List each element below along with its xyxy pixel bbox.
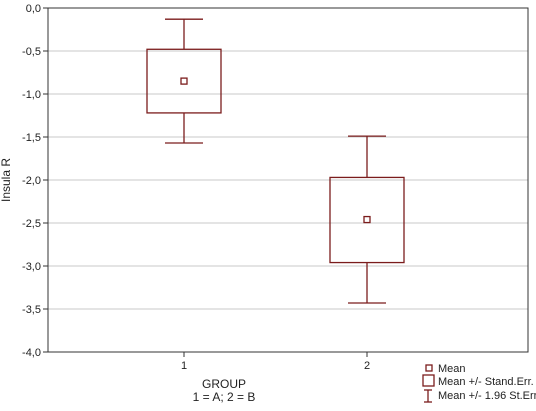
y-tick-label: -4,0: [22, 347, 41, 359]
legend-mean-marker: [425, 364, 433, 372]
se-box: [329, 176, 405, 264]
y-tick-label: -1,0: [22, 89, 41, 101]
y-axis-label: Insula R: [0, 158, 13, 202]
box-marks: [146, 18, 405, 304]
y-tick-label: -0,5: [22, 46, 41, 58]
legend-label-mean: Mean: [438, 363, 466, 375]
box-group-2: [329, 135, 405, 304]
gridlines: [48, 50, 528, 310]
y-tick-label: -2,5: [22, 218, 41, 230]
y-axis: 0,0 -0,5 -1,0 -1,5 -2,0 -2,5 -3,0 -3,5 -4,0: [22, 3, 48, 359]
y-tick-label: -3,0: [22, 261, 41, 273]
x-tick-label: 2: [364, 360, 370, 372]
legend-label-se: Mean +/- Stand.Err.: [438, 376, 534, 388]
mean-marker: [363, 215, 371, 224]
mean-marker: [180, 77, 188, 85]
legend-se-box: [422, 374, 435, 387]
se-box: [146, 48, 222, 114]
legend: Mean Mean +/- Stand.Err. Mean +/- 1.96 S…: [422, 363, 536, 403]
y-tick-label: -1,5: [22, 132, 41, 144]
y-tick-label: 0,0: [26, 3, 41, 15]
y-tick-label: -3,5: [22, 304, 41, 316]
box-group-1: [146, 18, 222, 144]
x-axis-label: GROUP: [202, 377, 246, 391]
y-tick-label: -2,0: [22, 175, 41, 187]
x-tick-label: 1: [181, 360, 187, 372]
x-axis-sublabel: 1 = A; 2 = B: [193, 390, 256, 404]
legend-label-ci: Mean +/- 1.96 St.Err.: [438, 390, 536, 402]
